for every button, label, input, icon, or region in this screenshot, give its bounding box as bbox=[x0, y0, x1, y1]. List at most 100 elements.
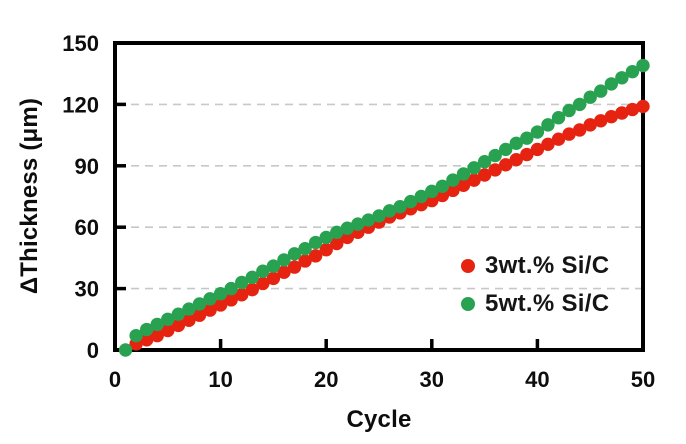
data-point bbox=[224, 293, 238, 307]
data-point bbox=[224, 281, 238, 296]
data-point bbox=[509, 152, 523, 167]
gridlines bbox=[117, 103, 641, 290]
x-tick-label: 0 bbox=[109, 367, 121, 392]
data-point bbox=[488, 148, 502, 163]
y-axis-title: ΔThickness (μm) bbox=[16, 97, 43, 295]
data-point bbox=[435, 188, 450, 203]
data-point bbox=[583, 118, 597, 132]
data-point bbox=[572, 123, 587, 137]
data-point bbox=[213, 287, 228, 301]
legend-label-3wt: 3wt.% Si/C bbox=[485, 252, 610, 279]
data-point bbox=[182, 313, 196, 328]
data-point bbox=[298, 241, 312, 256]
data-point bbox=[562, 127, 576, 141]
data-point bbox=[319, 243, 333, 257]
data-point bbox=[287, 247, 302, 261]
data-point bbox=[340, 221, 355, 235]
legend-label-5wt: 5wt.% Si/C bbox=[485, 290, 610, 317]
data-point bbox=[129, 328, 143, 343]
data-point bbox=[636, 58, 650, 73]
data-point bbox=[530, 142, 545, 157]
data-point bbox=[467, 161, 481, 175]
data-point bbox=[403, 194, 418, 209]
series-points-1 bbox=[118, 58, 650, 357]
data-point bbox=[139, 322, 154, 337]
x-axis-title: Cycle bbox=[346, 406, 412, 433]
x-tick-label: 50 bbox=[631, 367, 655, 392]
data-point bbox=[541, 118, 555, 132]
data-point bbox=[594, 84, 608, 98]
plot-border bbox=[113, 41, 645, 352]
data-point bbox=[277, 253, 291, 267]
legend-marker-green-icon bbox=[461, 297, 475, 311]
data-point bbox=[541, 137, 555, 152]
data-point bbox=[372, 209, 386, 223]
legend-marker-red-icon bbox=[461, 259, 475, 273]
data-point bbox=[530, 125, 545, 139]
data-point bbox=[583, 90, 597, 104]
data-point bbox=[256, 264, 270, 278]
data-point bbox=[245, 282, 259, 297]
data-point bbox=[615, 71, 629, 85]
data-point bbox=[203, 292, 217, 306]
data-point bbox=[625, 102, 640, 117]
data-point bbox=[277, 265, 291, 279]
data-point bbox=[330, 236, 344, 251]
y-tick-label: 30 bbox=[75, 277, 99, 302]
data-point bbox=[594, 114, 608, 128]
data-point bbox=[615, 106, 629, 120]
data-point bbox=[266, 259, 281, 273]
x-tick-label: 40 bbox=[525, 367, 549, 392]
data-point bbox=[266, 271, 281, 286]
data-point bbox=[150, 328, 164, 343]
data-point bbox=[477, 155, 492, 169]
data-point bbox=[520, 147, 534, 162]
tick-labels: 0 10 20 30 40 50 0 30 60 90 120 150 bbox=[62, 31, 655, 392]
data-point bbox=[435, 179, 450, 193]
data-point bbox=[171, 318, 186, 333]
data-point bbox=[446, 173, 460, 187]
data-point bbox=[509, 136, 523, 150]
data-point bbox=[308, 235, 323, 250]
data-point bbox=[118, 343, 133, 357]
data-point bbox=[425, 193, 439, 208]
data-point bbox=[340, 230, 355, 245]
data-point bbox=[456, 178, 471, 192]
data-point bbox=[213, 298, 228, 312]
series-points-0 bbox=[129, 99, 650, 351]
data-point bbox=[636, 99, 650, 114]
y-tick-label: 0 bbox=[87, 338, 99, 363]
y-tick-label: 150 bbox=[62, 31, 99, 56]
data-point bbox=[319, 230, 333, 245]
data-point bbox=[330, 225, 344, 240]
data-point bbox=[551, 111, 566, 125]
legend-item-5wt: 5wt.% Si/C bbox=[461, 287, 609, 321]
data-point bbox=[520, 131, 534, 145]
y-tick-label: 60 bbox=[75, 215, 99, 240]
data-point bbox=[382, 204, 397, 218]
data-point bbox=[192, 297, 207, 311]
data-point bbox=[192, 308, 207, 322]
data-point bbox=[562, 103, 576, 118]
data-point bbox=[446, 183, 460, 198]
data-point bbox=[150, 317, 164, 332]
data-point bbox=[467, 173, 481, 187]
data-point bbox=[139, 333, 154, 347]
data-point bbox=[572, 97, 587, 112]
data-point bbox=[414, 189, 428, 204]
tick-marks bbox=[117, 102, 540, 348]
data-point bbox=[171, 307, 186, 321]
data-point bbox=[235, 288, 249, 302]
data-point bbox=[287, 260, 302, 274]
data-point bbox=[499, 142, 513, 157]
data-point bbox=[499, 158, 513, 172]
x-tick-label: 10 bbox=[208, 367, 232, 392]
legend: 3wt.% Si/C 5wt.% Si/C bbox=[461, 249, 609, 325]
x-tick-label: 20 bbox=[314, 367, 338, 392]
y-tick-label: 90 bbox=[75, 154, 99, 179]
data-point bbox=[161, 312, 175, 326]
legend-item-3wt: 3wt.% Si/C bbox=[461, 249, 609, 283]
data-point bbox=[298, 254, 312, 268]
data-point bbox=[308, 249, 323, 263]
